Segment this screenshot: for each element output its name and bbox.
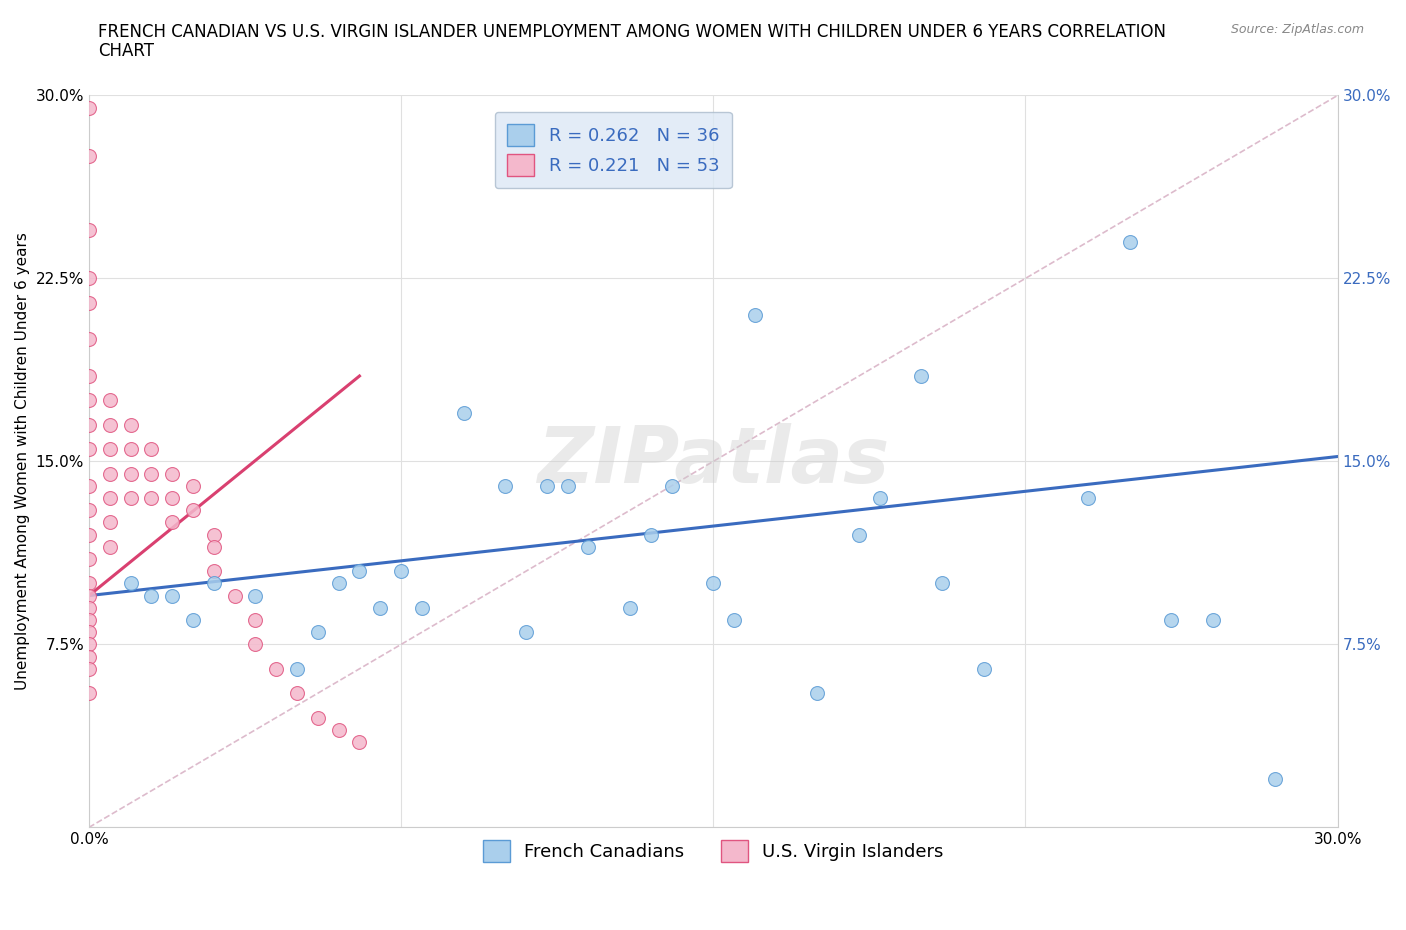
Text: Source: ZipAtlas.com: Source: ZipAtlas.com — [1230, 23, 1364, 36]
Point — [98, 442, 121, 457]
Point — [77, 588, 100, 603]
Point — [77, 649, 100, 664]
Point — [77, 442, 100, 457]
Point — [307, 625, 329, 640]
Point — [120, 466, 142, 481]
Point — [411, 601, 433, 616]
Point — [640, 527, 662, 542]
Point — [120, 418, 142, 432]
Point — [744, 308, 766, 323]
Point — [1077, 490, 1099, 505]
Point — [120, 490, 142, 505]
Point — [141, 466, 163, 481]
Point — [77, 149, 100, 164]
Point — [77, 332, 100, 347]
Point — [1160, 613, 1182, 628]
Point — [77, 393, 100, 408]
Text: CHART: CHART — [98, 42, 155, 60]
Point — [98, 515, 121, 530]
Point — [349, 735, 371, 750]
Point — [77, 613, 100, 628]
Point — [264, 661, 287, 676]
Point — [98, 393, 121, 408]
Point — [77, 601, 100, 616]
Point — [723, 613, 745, 628]
Point — [77, 418, 100, 432]
Point — [389, 564, 412, 578]
Point — [160, 466, 183, 481]
Point — [181, 613, 204, 628]
Point — [77, 527, 100, 542]
Point — [202, 576, 225, 591]
Point — [848, 527, 870, 542]
Point — [328, 576, 350, 591]
Point — [141, 588, 163, 603]
Point — [202, 539, 225, 554]
Point — [181, 503, 204, 518]
Point — [160, 588, 183, 603]
Point — [224, 588, 246, 603]
Point — [141, 490, 163, 505]
Point — [120, 576, 142, 591]
Point — [557, 478, 579, 493]
Point — [77, 503, 100, 518]
Point — [120, 442, 142, 457]
Point — [77, 368, 100, 383]
Point — [77, 222, 100, 237]
Point — [98, 466, 121, 481]
Point — [973, 661, 995, 676]
Point — [77, 296, 100, 311]
Point — [349, 564, 371, 578]
Point — [285, 661, 308, 676]
Point — [77, 478, 100, 493]
Point — [77, 625, 100, 640]
Point — [806, 685, 828, 700]
Point — [77, 637, 100, 652]
Point — [77, 271, 100, 286]
Point — [98, 539, 121, 554]
Point — [931, 576, 953, 591]
Point — [77, 685, 100, 700]
Point — [77, 661, 100, 676]
Point — [1202, 613, 1225, 628]
Text: ZIPatlas: ZIPatlas — [537, 423, 890, 499]
Point — [141, 442, 163, 457]
Point — [576, 539, 599, 554]
Point — [245, 637, 267, 652]
Point — [160, 490, 183, 505]
Point — [702, 576, 724, 591]
Point — [98, 418, 121, 432]
Point — [285, 685, 308, 700]
Point — [77, 576, 100, 591]
Point — [494, 478, 516, 493]
Point — [77, 100, 100, 115]
Point — [869, 490, 891, 505]
Text: FRENCH CANADIAN VS U.S. VIRGIN ISLANDER UNEMPLOYMENT AMONG WOMEN WITH CHILDREN U: FRENCH CANADIAN VS U.S. VIRGIN ISLANDER … — [98, 23, 1167, 41]
Point — [515, 625, 537, 640]
Point — [245, 588, 267, 603]
Point — [1264, 771, 1286, 786]
Point — [181, 478, 204, 493]
Point — [661, 478, 683, 493]
Point — [910, 368, 932, 383]
Point — [368, 601, 391, 616]
Point — [307, 711, 329, 725]
Point — [245, 613, 267, 628]
Point — [77, 551, 100, 566]
Y-axis label: Unemployment Among Women with Children Under 6 years: Unemployment Among Women with Children U… — [15, 232, 30, 690]
Point — [536, 478, 558, 493]
Point — [453, 405, 475, 420]
Point — [98, 490, 121, 505]
Point — [202, 527, 225, 542]
Legend: French Canadians, U.S. Virgin Islanders: French Canadians, U.S. Virgin Islanders — [475, 833, 950, 870]
Point — [328, 723, 350, 737]
Point — [202, 564, 225, 578]
Point — [160, 515, 183, 530]
Point — [1118, 234, 1140, 249]
Point — [619, 601, 641, 616]
